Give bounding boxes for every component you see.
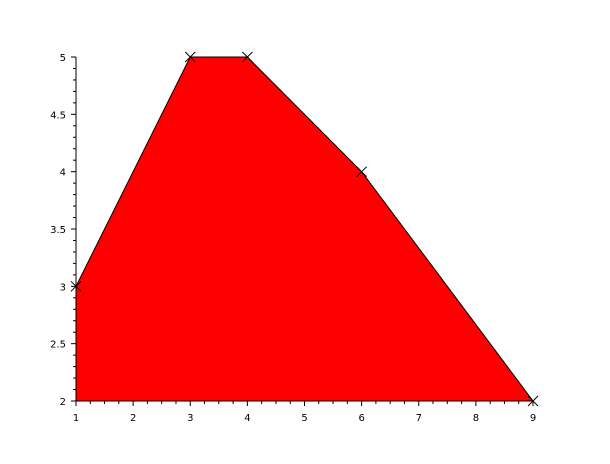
x-tick-label: 1 (73, 413, 79, 424)
marker-stroke (242, 51, 253, 63)
data-point (242, 51, 253, 63)
series-line-segment (75, 56, 191, 287)
x-tick-label: 3 (187, 413, 193, 424)
x-tick-label: 8 (473, 413, 479, 424)
y-tick-label: 4 (60, 168, 66, 179)
y-tick-label: 3.5 (50, 225, 66, 236)
x-tick-label: 2 (130, 413, 136, 424)
area-fill (76, 57, 533, 401)
y-tick-label: 2 (60, 397, 66, 408)
x-tick-label: 7 (416, 413, 422, 424)
series-line-segment (247, 56, 362, 173)
x-tick-label: 9 (530, 413, 536, 424)
data-point (184, 51, 196, 63)
area-layer (76, 57, 533, 401)
marker-stroke (356, 166, 367, 178)
series-line-layer (75, 56, 534, 402)
x-tick-label: 6 (358, 413, 364, 424)
y-tick-label: 2.5 (50, 340, 66, 351)
y-tick-label: 5 (60, 53, 66, 64)
marker-stroke (184, 51, 196, 63)
data-point (356, 166, 367, 178)
x-tick-label: 5 (301, 413, 307, 424)
y-tick-label: 3 (60, 282, 66, 293)
series-line-segment (361, 171, 534, 402)
tick-labels: 1 2 3 4 5 6 7 8 922.533.544.55 (50, 53, 536, 424)
x-tick-label: 4 (244, 413, 250, 424)
y-tick-label: 4.5 (50, 110, 66, 121)
axes (71, 56, 534, 406)
